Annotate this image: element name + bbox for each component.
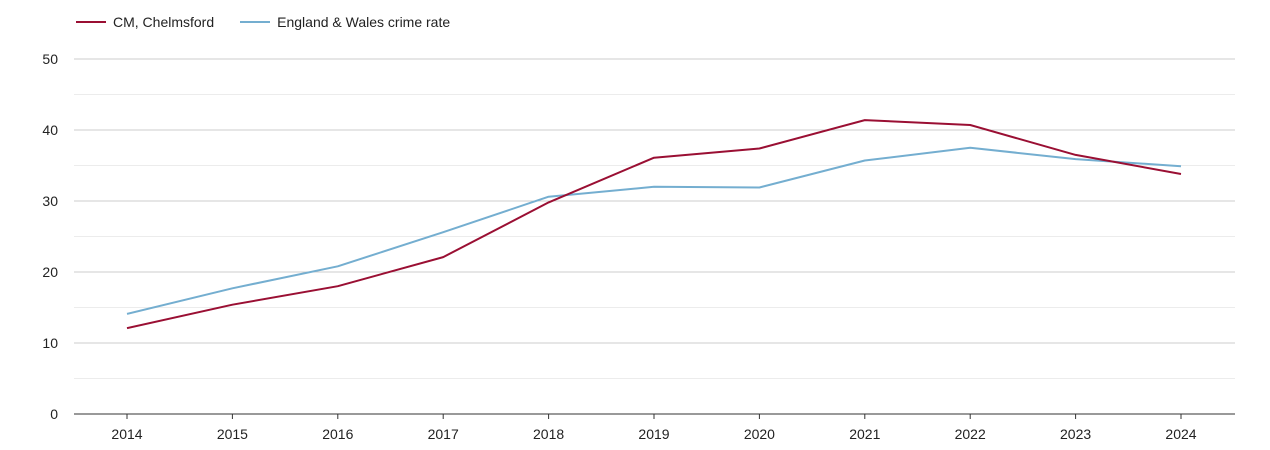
legend-swatch-england-wales	[240, 21, 271, 23]
data-point-chelmsford[interactable]	[335, 283, 341, 289]
legend-label-england-wales: England & Wales crime rate	[277, 14, 451, 30]
x-tick-label: 2018	[533, 426, 564, 442]
x-tick-label: 2024	[1165, 426, 1196, 442]
data-point-chelmsford[interactable]	[440, 254, 446, 260]
data-point-england-wales[interactable]	[546, 194, 552, 200]
data-point-chelmsford[interactable]	[1178, 171, 1184, 177]
y-tick-label: 0	[50, 406, 58, 422]
data-point-england-wales[interactable]	[124, 311, 130, 317]
legend-item-chelmsford[interactable]: CM, Chelmsford	[76, 14, 214, 30]
data-point-england-wales[interactable]	[862, 158, 868, 164]
y-tick-label: 50	[42, 51, 58, 67]
data-point-chelmsford[interactable]	[546, 199, 552, 205]
x-tick-label: 2014	[111, 426, 142, 442]
data-point-chelmsford[interactable]	[1073, 152, 1079, 158]
x-tick-label: 2023	[1060, 426, 1091, 442]
x-tick-label: 2019	[638, 426, 669, 442]
data-point-england-wales[interactable]	[1178, 163, 1184, 169]
data-point-england-wales[interactable]	[440, 229, 446, 235]
x-tick-label: 2015	[217, 426, 248, 442]
legend-item-england-wales[interactable]: England & Wales crime rate	[240, 14, 450, 30]
data-point-chelmsford[interactable]	[229, 302, 235, 308]
data-point-chelmsford[interactable]	[651, 155, 657, 161]
x-tick-label: 2016	[322, 426, 353, 442]
data-point-england-wales[interactable]	[229, 285, 235, 291]
data-point-england-wales[interactable]	[651, 184, 657, 190]
y-tick-label: 40	[42, 122, 58, 138]
x-tick-label: 2017	[428, 426, 459, 442]
data-point-chelmsford[interactable]	[124, 325, 130, 331]
legend-label-chelmsford: CM, Chelmsford	[113, 14, 215, 30]
data-point-england-wales[interactable]	[967, 145, 973, 151]
chart-legend: CM, Chelmsford England & Wales crime rat…	[76, 14, 476, 30]
data-point-england-wales[interactable]	[335, 263, 341, 269]
data-point-chelmsford[interactable]	[862, 117, 868, 123]
x-tick-label: 2022	[955, 426, 986, 442]
data-point-chelmsford[interactable]	[756, 145, 762, 151]
data-point-england-wales[interactable]	[756, 185, 762, 191]
data-point-chelmsford[interactable]	[967, 122, 973, 128]
y-tick-label: 30	[42, 193, 58, 209]
legend-swatch-chelmsford	[76, 21, 106, 23]
series-line-england-wales[interactable]	[126, 146, 1182, 315]
series-line-chelmsford[interactable]	[126, 119, 1182, 330]
y-tick-label: 10	[42, 335, 58, 351]
x-tick-label: 2021	[849, 426, 880, 442]
x-tick-label: 2020	[744, 426, 775, 442]
y-tick-label: 20	[42, 264, 58, 280]
